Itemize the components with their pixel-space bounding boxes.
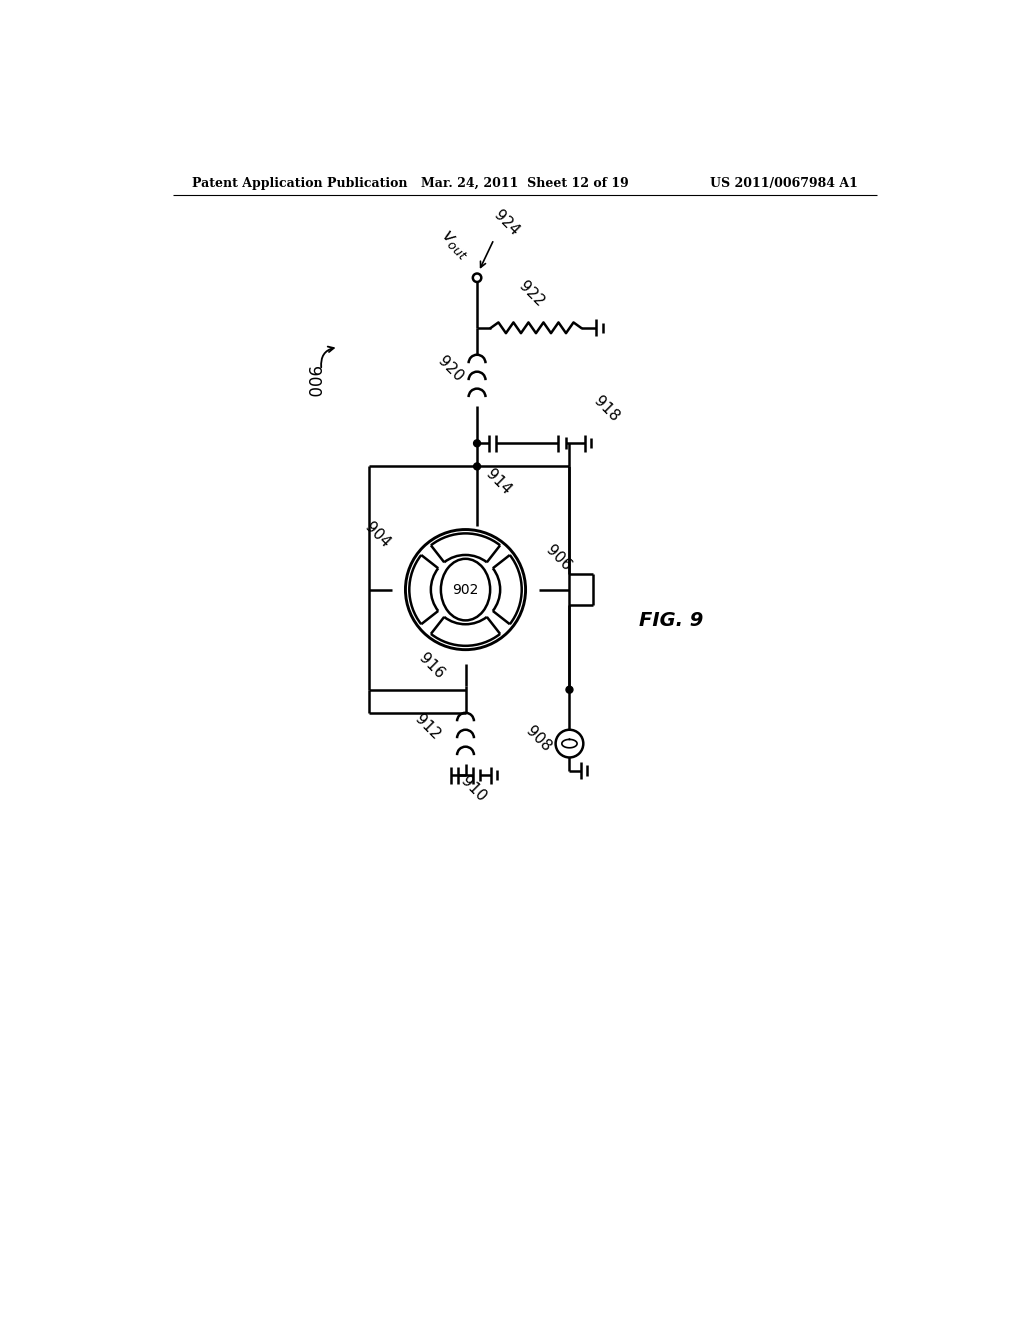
Circle shape (566, 686, 572, 693)
Text: Patent Application Publication: Patent Application Publication (193, 177, 408, 190)
Text: 922: 922 (515, 279, 547, 309)
Text: 914: 914 (483, 467, 514, 498)
Text: 920: 920 (435, 354, 466, 384)
Text: 906: 906 (544, 543, 574, 573)
Text: 902: 902 (453, 582, 478, 597)
Text: 908: 908 (523, 723, 554, 754)
Text: 900: 900 (302, 366, 321, 397)
Text: 912: 912 (412, 711, 442, 743)
Text: $v_{out}$: $v_{out}$ (437, 226, 474, 263)
Text: US 2011/0067984 A1: US 2011/0067984 A1 (710, 177, 857, 190)
Text: 910: 910 (458, 774, 488, 805)
Circle shape (473, 463, 480, 470)
Text: 916: 916 (416, 651, 446, 682)
Text: FIG. 9: FIG. 9 (639, 611, 703, 630)
Text: 924: 924 (490, 207, 522, 239)
Text: 904: 904 (361, 519, 392, 550)
Text: Mar. 24, 2011  Sheet 12 of 19: Mar. 24, 2011 Sheet 12 of 19 (421, 177, 629, 190)
Text: 918: 918 (591, 393, 623, 425)
Circle shape (473, 440, 480, 446)
